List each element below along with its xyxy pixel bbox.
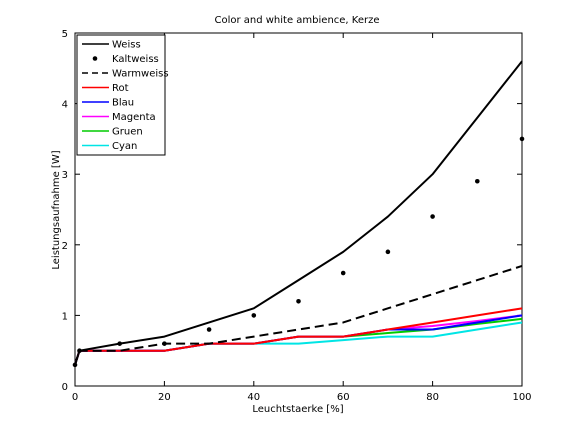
- x-tick-label: 100: [512, 392, 531, 403]
- chart-title: Color and white ambience, Kerze: [214, 15, 379, 26]
- series-kaltweiss-point: [296, 298, 301, 304]
- x-axis-label: Leuchtstaerke [%]: [252, 404, 343, 415]
- series-kaltweiss-point: [430, 214, 435, 219]
- legend-label-weiss: Weiss: [112, 40, 141, 51]
- series-warmweiss-line: [74, 265, 523, 366]
- y-tick-label: 2: [62, 241, 68, 252]
- x-axis: 0 20 40 60 80 100: [72, 33, 532, 403]
- series-weiss-line: [74, 60, 523, 366]
- x-tick-label: 80: [426, 392, 439, 403]
- legend-swatch-kaltweiss: [92, 56, 98, 61]
- y-axis-label: Leistungsaufnahme [W]: [51, 150, 62, 269]
- y-tick-label: 0: [62, 382, 68, 393]
- x-tick-label: 40: [247, 392, 260, 403]
- legend-label-cyan: Cyan: [112, 141, 137, 152]
- legend-label-gruen: Gruen: [112, 127, 143, 138]
- series-kaltweiss-point: [385, 249, 391, 255]
- y-tick-label: 1: [62, 311, 68, 322]
- series-kaltweiss-point: [77, 348, 82, 354]
- series-kaltweiss-point: [162, 341, 167, 346]
- series-kaltweiss-point: [475, 178, 480, 184]
- x-tick-label: 60: [337, 392, 350, 403]
- series-layer: [72, 60, 525, 368]
- series-kaltweiss-point: [117, 341, 122, 346]
- y-tick-label: 3: [62, 170, 68, 181]
- x-tick-label: 20: [158, 392, 171, 403]
- series-kaltweiss-point: [519, 136, 525, 142]
- y-axis: 0 1 2 3 4 5: [62, 29, 522, 393]
- x-tick-label: 0: [72, 392, 78, 403]
- y-tick-label: 4: [62, 100, 68, 111]
- legend-box: [76, 34, 166, 156]
- series-kaltweiss-point: [340, 270, 346, 276]
- series-kaltweiss-point: [251, 313, 257, 318]
- y-tick-label: 5: [62, 29, 68, 40]
- series-kaltweiss-point: [72, 362, 78, 368]
- legend-label-warmweiss: Warmweiss: [112, 69, 169, 80]
- legend-label-kaltweiss: Kaltweiss: [112, 54, 159, 65]
- legend: Weiss Kaltweiss Warmweiss Rot Blau Magenta Gru…: [76, 34, 169, 156]
- legend-label-rot: Rot: [112, 83, 129, 94]
- legend-label-magenta: Magenta: [112, 112, 156, 123]
- series-kaltweiss-point: [206, 327, 212, 332]
- legend-label-blau: Blau: [112, 98, 134, 109]
